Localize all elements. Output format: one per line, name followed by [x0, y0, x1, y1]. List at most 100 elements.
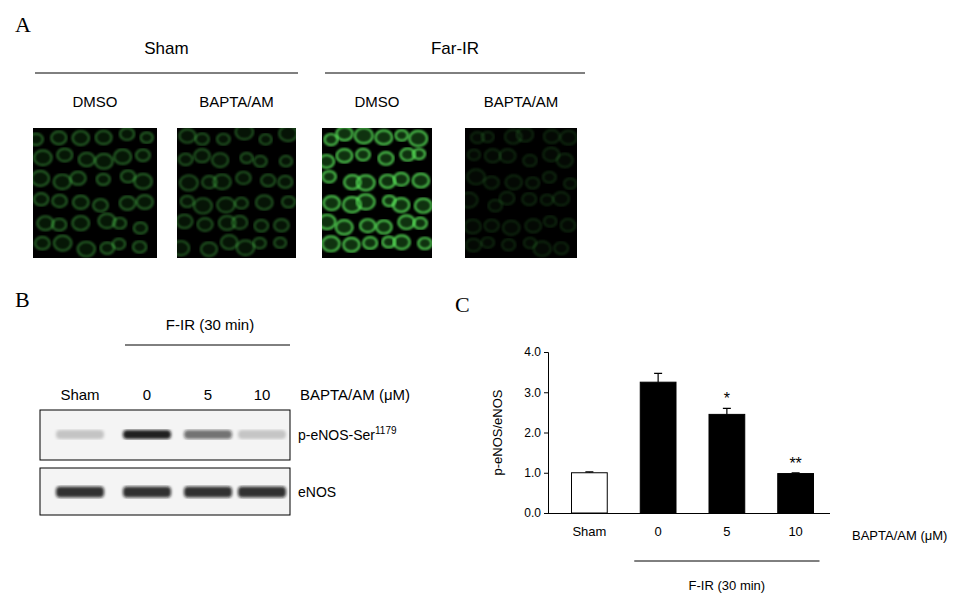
cell: [97, 174, 110, 185]
blot-band: [123, 430, 171, 439]
cell: [217, 198, 235, 213]
cell: [141, 132, 153, 142]
cell: [534, 241, 551, 256]
cell: [133, 241, 146, 252]
cell: [554, 242, 568, 254]
y-axis: 0.01.02.03.04.0: [524, 345, 548, 520]
significance: **: [789, 455, 801, 472]
cell: [181, 196, 194, 207]
micrograph: [322, 128, 432, 258]
cell: [195, 133, 208, 144]
cell: [379, 152, 394, 165]
cell: [179, 129, 195, 143]
x-tick-label: Sham: [572, 524, 606, 539]
micrograph-bg: [322, 128, 432, 258]
cell: [522, 193, 536, 205]
cell: [398, 215, 414, 229]
cell: [544, 130, 560, 143]
cell: [394, 235, 410, 249]
cell: [560, 131, 576, 145]
lane-label: 5: [204, 386, 212, 403]
blot-band: [184, 487, 232, 498]
cell: [355, 128, 373, 143]
cell: [134, 174, 152, 189]
blot-band: [238, 487, 286, 498]
y-tick-mark: [544, 513, 548, 514]
cell: [466, 239, 481, 252]
lane-label: DMSO: [73, 93, 118, 110]
cell: [34, 150, 52, 165]
micrograph: [177, 128, 296, 258]
cell: [323, 196, 339, 210]
cell: [201, 242, 217, 256]
blot: [40, 410, 290, 460]
cell: [517, 128, 533, 142]
cell: [343, 238, 359, 252]
cell: [212, 153, 228, 167]
cell: [485, 149, 500, 162]
cell: [336, 220, 353, 234]
cell: [482, 132, 494, 142]
cell: [261, 174, 275, 186]
cell: [413, 174, 429, 188]
cell: [414, 218, 427, 229]
cell: [465, 193, 478, 208]
y-tick-label: 1.0: [524, 466, 541, 480]
bar: [778, 474, 814, 513]
bars: [572, 373, 814, 513]
group-line: [35, 73, 298, 74]
error-bar: [654, 373, 662, 382]
cell: [236, 128, 253, 139]
panel-label: B: [15, 287, 30, 312]
cell: [57, 149, 72, 162]
lane-label: DMSO: [355, 93, 400, 110]
cell: [484, 220, 498, 232]
cell: [360, 219, 375, 232]
cell: [357, 175, 375, 190]
cell: [322, 236, 339, 251]
cell: [415, 199, 432, 213]
group-line: [634, 561, 819, 562]
cell: [280, 156, 292, 166]
cell: [177, 215, 192, 229]
lane-title: BAPTA/AM (μM): [300, 386, 410, 403]
y-tick: 2.0: [524, 426, 548, 440]
cell: [523, 155, 536, 166]
cell: [357, 194, 375, 209]
cell: [543, 172, 556, 183]
cell: [254, 220, 268, 232]
micrograph-bg: [33, 128, 157, 258]
cell: [484, 176, 499, 188]
x-tick: 5: [723, 513, 730, 539]
x-tick: 0: [655, 513, 662, 539]
micrograph: [465, 128, 577, 258]
y-tick: 1.0: [524, 466, 548, 480]
lane-label: 0: [143, 386, 151, 403]
cell: [72, 216, 89, 230]
cell: [194, 198, 212, 213]
x-tick-label: 10: [788, 524, 802, 539]
y-tick-mark: [544, 352, 548, 353]
cell: [34, 193, 48, 205]
error-bar: [723, 408, 731, 414]
lane-label: BAPTA/AM: [199, 93, 274, 110]
row-label: eNOS: [298, 484, 336, 500]
y-tick-mark: [544, 473, 548, 474]
cell: [503, 221, 520, 235]
x-tick: Sham: [572, 513, 606, 539]
cell: [179, 154, 193, 166]
cell: [322, 155, 334, 168]
y-tick-label: 3.0: [524, 386, 541, 400]
cell: [237, 240, 254, 255]
cell: [337, 149, 353, 162]
panel-a: AShamDMSOBAPTA/AMFar-IRDMSOBAPTA/AM: [15, 12, 585, 258]
y-tick: 3.0: [524, 386, 548, 400]
cell: [418, 238, 431, 249]
cell: [467, 169, 485, 184]
cell: [557, 154, 573, 168]
cell: [502, 239, 515, 250]
lane-label: Sham: [60, 386, 99, 403]
panel-b: BF-IR (30 min)Sham0510BAPTA/AM (μM)p-eNO…: [15, 287, 410, 515]
cell: [121, 170, 135, 182]
error-bar: [585, 471, 593, 473]
